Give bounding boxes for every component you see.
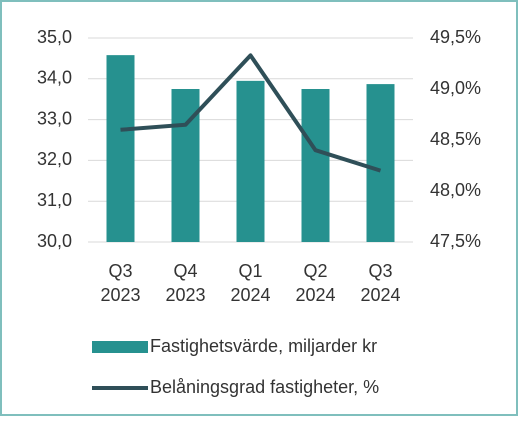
x-tick-label: Q4 xyxy=(173,261,197,281)
line xyxy=(120,53,382,173)
y-tick-label: 30,0 xyxy=(37,231,72,251)
y2-tick-label: 48,0% xyxy=(430,180,481,200)
legend-label: Belåningsgrad fastigheter, % xyxy=(150,377,379,397)
bar xyxy=(106,55,135,242)
x-tick-label: Q2 xyxy=(303,261,327,281)
bar xyxy=(236,80,265,242)
legend-swatch xyxy=(92,341,148,353)
x-tick-label: 2023 xyxy=(165,285,205,305)
y-tick-label: 31,0 xyxy=(37,190,72,210)
y2-tick-label: 49,5% xyxy=(430,27,481,47)
y2-tick-label: 49,0% xyxy=(430,78,481,98)
y-tick-label: 34,0 xyxy=(37,68,72,88)
legend-label: Fastighetsvärde, miljarder kr xyxy=(150,336,377,356)
x-tick-label: 2023 xyxy=(100,285,140,305)
x-tick-label: 2024 xyxy=(295,285,335,305)
y-tick-label: 35,0 xyxy=(37,27,72,47)
x-tick-label: Q1 xyxy=(238,261,262,281)
bar xyxy=(301,89,330,242)
y2-tick-label: 48,5% xyxy=(430,129,481,149)
bar xyxy=(366,84,395,242)
x-tick-label: 2024 xyxy=(230,285,270,305)
x-tick-label: 2024 xyxy=(360,285,400,305)
y-tick-label: 33,0 xyxy=(37,108,72,128)
x-tick-label: Q3 xyxy=(108,261,132,281)
x-tick-label: Q3 xyxy=(368,261,392,281)
y2-tick-label: 47,5% xyxy=(430,231,481,251)
y-tick-label: 32,0 xyxy=(37,149,72,169)
